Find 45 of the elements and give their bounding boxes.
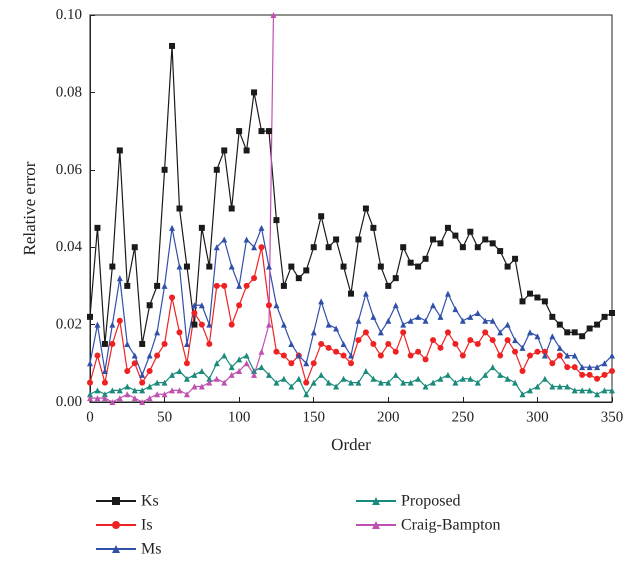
point (176, 387, 182, 394)
point (258, 348, 265, 355)
point (169, 387, 176, 394)
point (236, 368, 242, 374)
point (132, 395, 138, 402)
point (154, 391, 160, 398)
point (102, 395, 108, 402)
point (214, 376, 220, 382)
point (146, 395, 153, 402)
y-tick-label: 0.10 (56, 7, 82, 23)
point (116, 395, 123, 402)
point (251, 372, 258, 378)
point (228, 372, 235, 378)
point (221, 380, 228, 386)
point (87, 395, 93, 402)
x-tick-label: 100 (228, 410, 250, 426)
point (139, 399, 146, 405)
legend-label: Craig-Bampton (401, 516, 501, 534)
x-tick-label: 150 (302, 410, 325, 426)
legend-label: Proposed (401, 492, 461, 510)
point (109, 399, 116, 405)
x-axis-title: Order (331, 435, 372, 454)
y-tick-label: 0.04 (56, 239, 82, 256)
x-tick-label: 300 (526, 410, 549, 426)
legend-label: Ms (141, 540, 162, 558)
point (270, 12, 276, 18)
legend-label: Ks (141, 492, 159, 510)
legend-label: Is (141, 516, 153, 534)
y-tick-label: 0.08 (56, 84, 82, 100)
y-tick-label: 0.02 (56, 316, 82, 333)
point (244, 360, 250, 366)
x-tick-label: 250 (452, 410, 474, 426)
y-tick-label: 0.06 (56, 162, 82, 178)
x-tick-label: 200 (377, 410, 400, 426)
x-tick-label: 50 (157, 410, 172, 426)
point (124, 391, 130, 398)
point (198, 384, 205, 390)
point (206, 380, 212, 386)
x-tick-label: 0 (86, 410, 94, 426)
x-tick-label: 350 (600, 410, 624, 426)
y-tick-label: 0.00 (56, 394, 82, 410)
point (94, 395, 100, 402)
point (184, 391, 190, 398)
y-axis-title: Relative error (20, 161, 39, 256)
point (162, 391, 168, 398)
